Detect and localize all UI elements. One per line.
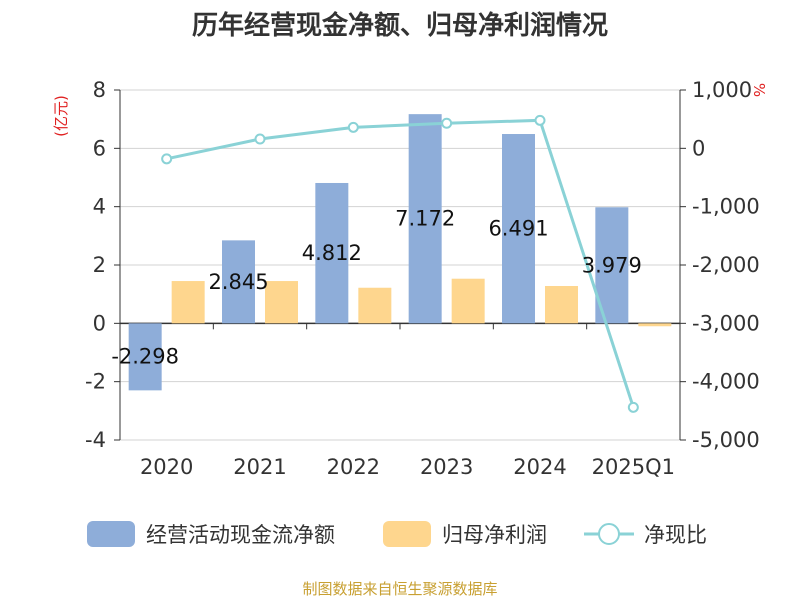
ratio-line xyxy=(161,114,639,413)
left-tick-label: 4 xyxy=(93,195,106,219)
left-tick-label: -4 xyxy=(85,428,106,452)
ratio-point xyxy=(161,153,173,165)
category-label: 2020 xyxy=(140,455,193,479)
legend-label-ratio: 净现比 xyxy=(644,523,707,547)
right-tick-label: -5,000 xyxy=(692,428,760,452)
net-profit-bar xyxy=(358,287,392,324)
ratio-point xyxy=(534,114,546,126)
category-label: 2021 xyxy=(233,455,286,479)
left-tick-label: -2 xyxy=(85,370,106,394)
cashflow-bar xyxy=(222,240,255,324)
category-label: 2023 xyxy=(420,455,473,479)
data-label: 7.172 xyxy=(395,207,455,231)
left-tick-label: 8 xyxy=(93,78,106,102)
ratio-point xyxy=(347,121,359,133)
net-profit-bar xyxy=(171,281,205,324)
legend-swatch-cashflow xyxy=(87,521,135,547)
legend: 经营活动现金流净额 归母净利润 净现比 xyxy=(87,521,707,547)
category-label: 2022 xyxy=(327,455,380,479)
right-tick-label: -2,000 xyxy=(692,253,760,277)
right-tick-label: -1,000 xyxy=(692,195,760,219)
net-profit-bar xyxy=(451,278,485,324)
data-label: 4.812 xyxy=(302,241,362,265)
cashflow-bar xyxy=(502,134,535,324)
legend-swatch-ratio-marker xyxy=(598,523,620,545)
right-tick-label: -4,000 xyxy=(692,370,760,394)
legend-swatch-net-profit xyxy=(383,521,431,547)
net-profit-bar xyxy=(638,323,672,327)
bars xyxy=(128,114,672,391)
axes: -4 -2 0 2 4 6 8 -5,000 -4,000 -3,000 -2,000 -1,000 0… xyxy=(85,78,760,479)
ratio-point xyxy=(441,117,453,129)
right-tick-label: -3,000 xyxy=(692,311,760,335)
ratio-point xyxy=(254,133,266,145)
right-tick-label: 0 xyxy=(692,136,705,160)
data-label: -2.298 xyxy=(111,344,179,368)
data-label: 6.491 xyxy=(488,217,548,241)
net-profit-bar xyxy=(545,286,578,324)
chart-title: 历年经营现金净额、归母净利润情况 xyxy=(192,10,608,41)
category-label: 2024 xyxy=(513,455,566,479)
left-tick-label: 2 xyxy=(93,253,106,277)
ratio-line-path xyxy=(166,118,635,408)
cashflow-bar xyxy=(408,114,442,324)
cashflow-bar xyxy=(315,182,349,324)
data-label: 3.979 xyxy=(582,253,642,277)
data-label: 2.845 xyxy=(208,270,268,294)
left-tick-label: 0 xyxy=(93,311,106,335)
net-profit-bar xyxy=(265,281,298,324)
right-tick-label: 1,000 xyxy=(692,78,752,102)
category-label: 2025Q1 xyxy=(592,455,675,479)
cashflow-bar xyxy=(128,323,162,391)
source-note: 制图数据来自恒生聚源数据库 xyxy=(302,580,497,598)
ratio-point xyxy=(627,401,639,413)
left-axis-unit: (亿元) xyxy=(52,95,70,137)
right-axis-unit: % xyxy=(750,83,768,97)
data-labels: -2.298 2.845 4.812 7.172 6.491 3.979 xyxy=(111,207,642,369)
left-tick-label: 6 xyxy=(93,136,106,160)
legend-label-cashflow: 经营活动现金流净额 xyxy=(146,523,335,547)
legend-label-net-profit: 归母净利润 xyxy=(442,523,547,547)
